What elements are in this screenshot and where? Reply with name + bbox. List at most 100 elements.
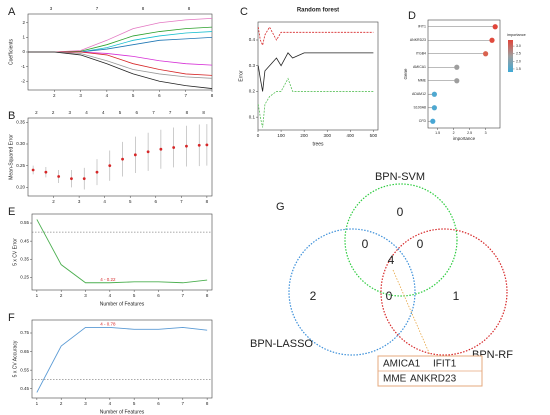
x-tick-label: 8 <box>206 199 209 204</box>
y-axis-label: Error <box>238 70 244 81</box>
annotation: 4 - 0.78 <box>100 322 116 327</box>
plot-frame <box>257 21 379 131</box>
legend-tick-label: 3.0 <box>516 44 521 48</box>
x-tick-label: 7 <box>184 93 187 98</box>
legend-tick-label: 2.0 <box>516 59 521 63</box>
legend-title: importance <box>507 33 526 37</box>
plot-frame <box>31 319 213 399</box>
data-point <box>146 150 150 154</box>
venn-count: 0 <box>386 289 393 303</box>
top-axis-label: 7 <box>96 6 99 11</box>
data-line <box>28 51 213 89</box>
y-tick-label: 0.1 <box>249 114 256 119</box>
top-axis-label: 3 <box>69 110 72 115</box>
venn-set <box>288 228 416 356</box>
y-tick-label: -2 <box>21 78 25 83</box>
y-axis-label: Gene <box>403 68 408 80</box>
lollipop-dot <box>454 64 460 70</box>
x-tick-label: 4 <box>106 93 109 98</box>
top-axis-label: 7 <box>169 110 172 115</box>
data-point <box>185 144 188 148</box>
y-tick-label: 0.2 <box>249 89 256 94</box>
data-line <box>36 326 208 393</box>
venn-count: 0 <box>397 205 404 219</box>
gene-label: S100A8 <box>414 106 427 110</box>
top-axis-label: 8 <box>188 6 191 11</box>
lollipop-dot <box>483 51 489 57</box>
gene-label: ITGB4 <box>416 52 426 56</box>
y-tick-label: 0.4 <box>249 37 256 42</box>
venn-set <box>380 228 508 356</box>
data-point <box>82 177 86 181</box>
lollipop-dot <box>489 37 495 43</box>
y-tick-label: 2 <box>22 20 25 25</box>
gene-label: ANKRD23 <box>410 38 426 42</box>
data-point <box>57 175 61 178</box>
y-tick-label: 0.65 <box>20 349 29 354</box>
gene-label: ADAM12 <box>412 92 426 96</box>
data-line <box>257 77 374 128</box>
x-tick-label: 6 <box>157 293 160 298</box>
plot-frame <box>31 213 213 291</box>
panel-letter: E <box>8 206 15 218</box>
venn-set-label: BPN-LASSO <box>250 338 313 350</box>
top-axis-label: 8 <box>186 110 189 115</box>
x-axis-label: Number of Features <box>100 301 145 307</box>
plot-frame <box>27 117 213 197</box>
x-tick-label: 8 <box>211 93 214 98</box>
y-tick-label: 1 <box>22 35 25 40</box>
top-axis-label: 2 <box>52 110 55 115</box>
venn-pointer <box>392 269 431 356</box>
top-axis-label: 2 <box>35 110 38 115</box>
y-tick-label: 0.3 <box>249 63 256 68</box>
x-tick-label: 500 <box>370 133 378 138</box>
y-tick-label: 0.20 <box>16 185 25 190</box>
y-axis-label: 5 x CV Accuracy <box>12 340 18 377</box>
data-point <box>108 164 112 168</box>
x-tick-label: 3 <box>485 131 487 135</box>
data-point <box>44 170 48 174</box>
x-tick-label: 2.5 <box>467 131 472 135</box>
y-tick-label: 0.55 <box>20 220 29 225</box>
data-point <box>172 146 176 149</box>
x-tick-label: 6 <box>158 93 161 98</box>
venn-count: 4 <box>388 253 395 267</box>
panel-letter: F <box>8 312 15 324</box>
lollipop-dot <box>431 105 437 111</box>
venn-count: 1 <box>453 289 460 303</box>
x-axis-label: Number of Features <box>100 409 145 415</box>
x-tick-label: 3 <box>84 401 87 406</box>
venn-count: 2 <box>310 289 317 303</box>
top-axis-label: 8 <box>202 110 205 115</box>
y-tick-label: 0.25 <box>20 275 29 280</box>
lollipop-dot <box>492 24 498 30</box>
data-line <box>257 26 374 47</box>
x-tick-label: 8 <box>206 401 209 406</box>
lollipop-dot <box>430 118 436 124</box>
top-axis-label: 8 <box>142 6 145 11</box>
x-tick-label: 7 <box>182 293 185 298</box>
data-line <box>257 52 374 92</box>
panel-letter: G <box>276 201 285 213</box>
data-line <box>28 36 213 53</box>
x-tick-label: 5 <box>129 199 132 204</box>
x-axis-label: importance <box>453 136 476 141</box>
data-point <box>197 143 201 147</box>
lollipop-dot <box>431 91 437 97</box>
y-axis-label: Coefficients <box>8 38 14 65</box>
x-tick-label: 3 <box>78 199 81 204</box>
top-axis-label: 6 <box>135 110 138 115</box>
x-tick-label: 300 <box>323 133 331 138</box>
x-tick-label: 3 <box>84 293 87 298</box>
data-line <box>28 26 213 53</box>
venn-count: 0 <box>417 237 424 251</box>
legend-tick-label: 2.5 <box>516 52 521 56</box>
y-tick-label: 0.75 <box>20 330 29 335</box>
panel-letter: A <box>8 6 16 18</box>
x-tick-label: 2 <box>52 199 55 204</box>
x-tick-label: 1 <box>36 401 39 406</box>
data-point <box>31 168 35 172</box>
panel-letter: D <box>408 10 416 22</box>
gene-name: MME <box>383 374 407 385</box>
